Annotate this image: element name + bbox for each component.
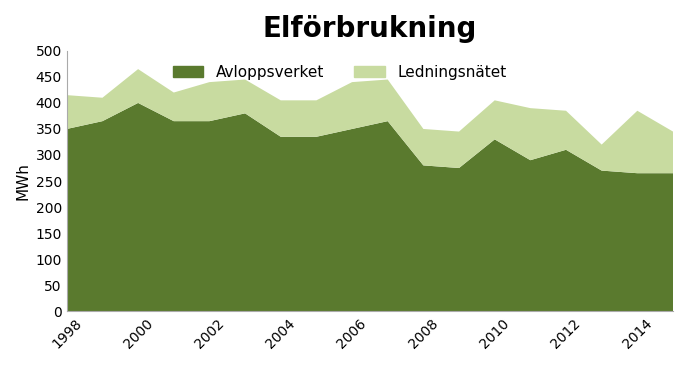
Title: Elförbrukning: Elförbrukning xyxy=(263,15,477,43)
Legend: Avloppsverket, Ledningsnätet: Avloppsverket, Ledningsnätet xyxy=(166,59,513,86)
Y-axis label: MWh: MWh xyxy=(15,162,30,200)
